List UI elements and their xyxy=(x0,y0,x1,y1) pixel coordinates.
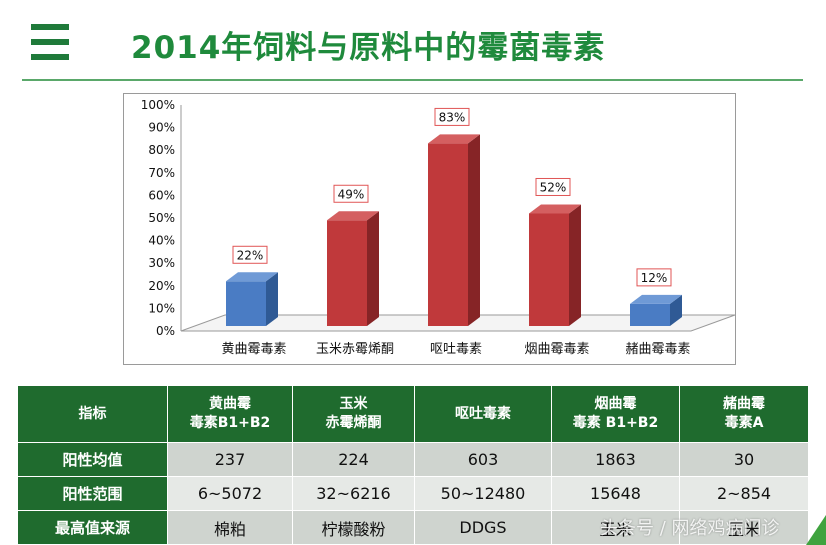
table-header-row: 指标 黄曲霉 毒素B1+B2 玉米 赤霉烯酮 呕吐毒素 烟曲霉 毒素 B1+B2 赭曲… xyxy=(17,385,809,443)
y-tick-label: 90% xyxy=(148,121,175,135)
data-label: 52% xyxy=(540,180,567,194)
chart-canvas: 0% 10% 20% 30% 40% 50% 60% 70% 80% 90% 100% 22% 黄曲霉毒… xyxy=(141,98,736,357)
column-header: 黄曲霉 毒素B1+B2 xyxy=(167,385,293,443)
table-row: 最高值来源 棉粕 柠檬酸粉 DDGS 玉米 玉米 xyxy=(17,510,809,545)
bar-side xyxy=(670,294,682,326)
page-title: 2014年饲料与原料中的霉菌毒素 xyxy=(131,30,606,66)
table-cell: 玉米 xyxy=(679,510,809,545)
data-label: 49% xyxy=(338,187,365,201)
x-tick-label: 黄曲霉毒素 xyxy=(221,342,286,357)
x-tick-label: 呕吐毒素 xyxy=(430,342,482,357)
table-row: 阳性范围 6~5072 32~6216 50~12480 15648 2~854 xyxy=(17,476,809,511)
y-tick-label: 60% xyxy=(148,188,175,202)
column-header: 玉米 赤霉烯酮 xyxy=(292,385,415,443)
y-tick-label: 0% xyxy=(156,324,175,338)
table-header-label: 指标 xyxy=(17,385,168,443)
bar-side xyxy=(367,211,379,326)
bar xyxy=(226,281,266,326)
y-tick-label: 70% xyxy=(148,166,175,180)
data-label: 12% xyxy=(641,271,668,285)
column-header: 呕吐毒素 xyxy=(414,385,552,443)
y-tick-label: 80% xyxy=(148,143,175,157)
bar-top xyxy=(529,204,581,214)
table-cell: 2~854 xyxy=(679,476,809,511)
mycotoxin-table: 指标 黄曲霉 毒素B1+B2 玉米 赤霉烯酮 呕吐毒素 烟曲霉 毒素 B1+B2 赭曲… xyxy=(17,385,809,545)
table-cell: 15648 xyxy=(551,476,680,511)
table-cell: 棉粕 xyxy=(167,510,293,545)
bar xyxy=(529,213,569,326)
bar xyxy=(630,303,670,326)
data-label: 22% xyxy=(237,248,264,262)
table-cell: 603 xyxy=(414,442,552,477)
table-cell: 30 xyxy=(679,442,809,477)
bar-chart: 0% 10% 20% 30% 40% 50% 60% 70% 80% 90% 100% 22% 黄曲霉毒… xyxy=(123,93,736,365)
bar xyxy=(327,220,367,326)
table-row: 阳性均值 237 224 603 1863 30 xyxy=(17,442,809,477)
menu-icon[interactable] xyxy=(31,24,69,60)
table-cell: 柠檬酸粉 xyxy=(292,510,415,545)
row-label: 阳性范围 xyxy=(17,476,168,511)
x-tick-label: 玉米赤霉烯酮 xyxy=(316,342,394,357)
data-label-box xyxy=(232,245,268,264)
y-tick-label: 30% xyxy=(148,256,175,270)
corner-decoration xyxy=(806,515,826,545)
y-tick-label: 50% xyxy=(148,211,175,225)
column-header: 赭曲霉 毒素A xyxy=(679,385,809,443)
bar-side xyxy=(569,204,581,326)
title-divider xyxy=(22,79,803,81)
row-label: 最高值来源 xyxy=(17,510,168,545)
y-tick-label: 20% xyxy=(148,279,175,293)
data-label-box xyxy=(333,184,369,203)
data-label-box xyxy=(434,107,470,126)
x-tick-label: 烟曲霉毒素 xyxy=(524,342,589,357)
table-cell: 237 xyxy=(167,442,293,477)
table-cell: 1863 xyxy=(551,442,680,477)
row-label: 阳性均值 xyxy=(17,442,168,477)
bar-top xyxy=(327,211,379,221)
watermark-text: 头条号 / 网络鸡病门诊 xyxy=(600,518,780,539)
data-label-box xyxy=(535,177,571,196)
x-tick-label: 赭曲霉毒素 xyxy=(625,342,690,357)
table-cell: 50~12480 xyxy=(414,476,552,511)
data-label: 83% xyxy=(439,110,466,124)
y-tick-label: 10% xyxy=(148,301,175,315)
y-tick-label: 100% xyxy=(141,98,175,112)
table-cell: 224 xyxy=(292,442,415,477)
bar-top xyxy=(428,134,480,144)
table-cell: 玉米 xyxy=(551,510,680,545)
bar-top xyxy=(226,272,278,282)
data-label-box xyxy=(636,268,672,287)
table-cell: 6~5072 xyxy=(167,476,293,511)
column-header: 烟曲霉 毒素 B1+B2 xyxy=(551,385,680,443)
bar-side xyxy=(468,134,480,326)
table-cell: DDGS xyxy=(414,510,552,545)
table-cell: 32~6216 xyxy=(292,476,415,511)
bar-top xyxy=(630,294,682,304)
y-tick-label: 40% xyxy=(148,234,175,248)
bar xyxy=(428,143,468,326)
bar-side xyxy=(266,272,278,326)
